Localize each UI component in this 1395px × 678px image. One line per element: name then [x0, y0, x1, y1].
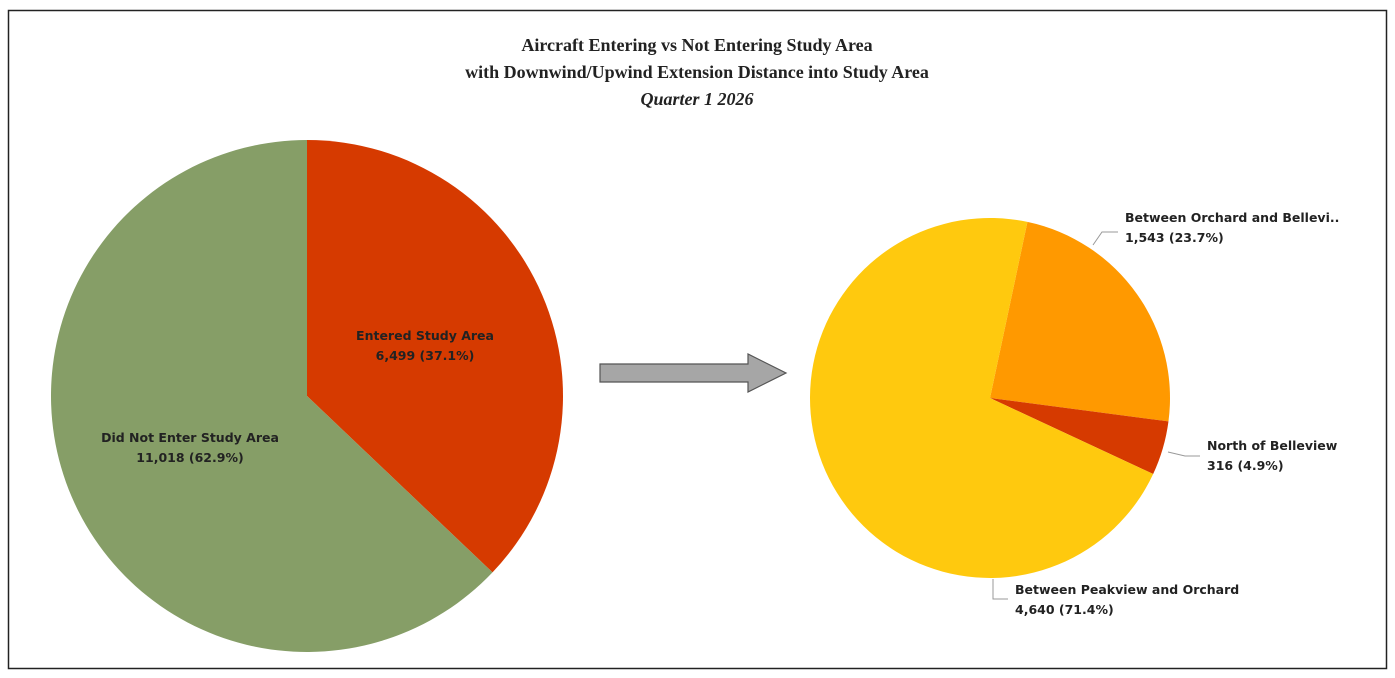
- leader-line: [1092, 231, 1118, 246]
- leader-line: [992, 579, 1008, 600]
- pie-slice: [990, 398, 1169, 475]
- slice-label: Entered Study Area: [356, 328, 494, 343]
- slice-value-label: 4,640 (71.4%): [1015, 602, 1114, 617]
- arrow: [599, 353, 788, 393]
- slice-value-label: 316 (4.9%): [1207, 458, 1284, 473]
- slice-label: Between Orchard and Bellevi..: [1125, 210, 1339, 225]
- slice-label: Did Not Enter Study Area: [101, 430, 279, 445]
- slice-label: North of Belleview: [1207, 438, 1338, 453]
- pie-slice: [51, 140, 493, 652]
- slice-value-label: 6,499 (37.1%): [376, 348, 475, 363]
- slice-value-label: 11,018 (62.9%): [136, 450, 243, 465]
- slice-label: Between Peakview and Orchard: [1015, 582, 1239, 597]
- leader-line: [1167, 451, 1200, 457]
- subtitle: Quarter 1 2026: [640, 89, 753, 109]
- pie-slice: [990, 221, 1170, 422]
- pie-slice: [809, 218, 1154, 579]
- title: Aircraft Entering vs Not Entering Study …: [521, 35, 872, 55]
- title: with Downwind/Upwind Extension Distance …: [465, 62, 929, 82]
- pie-slice: [307, 140, 564, 573]
- slice-value-label: 1,543 (23.7%): [1125, 230, 1224, 245]
